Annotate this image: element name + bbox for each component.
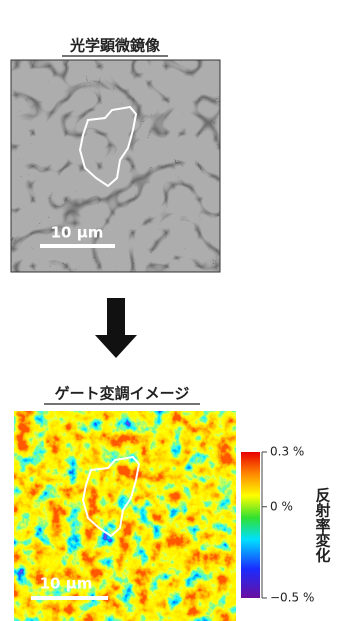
colorbar-tick-label: 0.3 % bbox=[270, 445, 304, 459]
arrow-head bbox=[95, 335, 137, 358]
colorbar-label: 反射率変化 bbox=[314, 488, 332, 563]
colorbar bbox=[241, 452, 260, 598]
colorbar-tick-label: 0 % bbox=[270, 499, 293, 513]
panel-title: 光学顕微鏡像 bbox=[69, 37, 161, 55]
figure: 光学顕微鏡像 10 μm ゲート変調イメージ 10 μm 反射率変化 0.3 %… bbox=[0, 0, 341, 621]
arrow-shaft bbox=[107, 298, 125, 336]
colorbar-tick-label: −0.5 % bbox=[270, 591, 314, 605]
scale-bar-label: 10 μm bbox=[40, 575, 93, 593]
optical-image bbox=[11, 60, 220, 272]
scale-bar-label: 10 μm bbox=[51, 224, 104, 242]
panel-title: ゲート変調イメージ bbox=[55, 385, 190, 403]
